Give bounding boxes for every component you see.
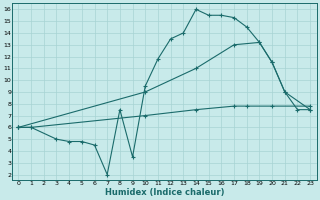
X-axis label: Humidex (Indice chaleur): Humidex (Indice chaleur) — [105, 188, 224, 197]
